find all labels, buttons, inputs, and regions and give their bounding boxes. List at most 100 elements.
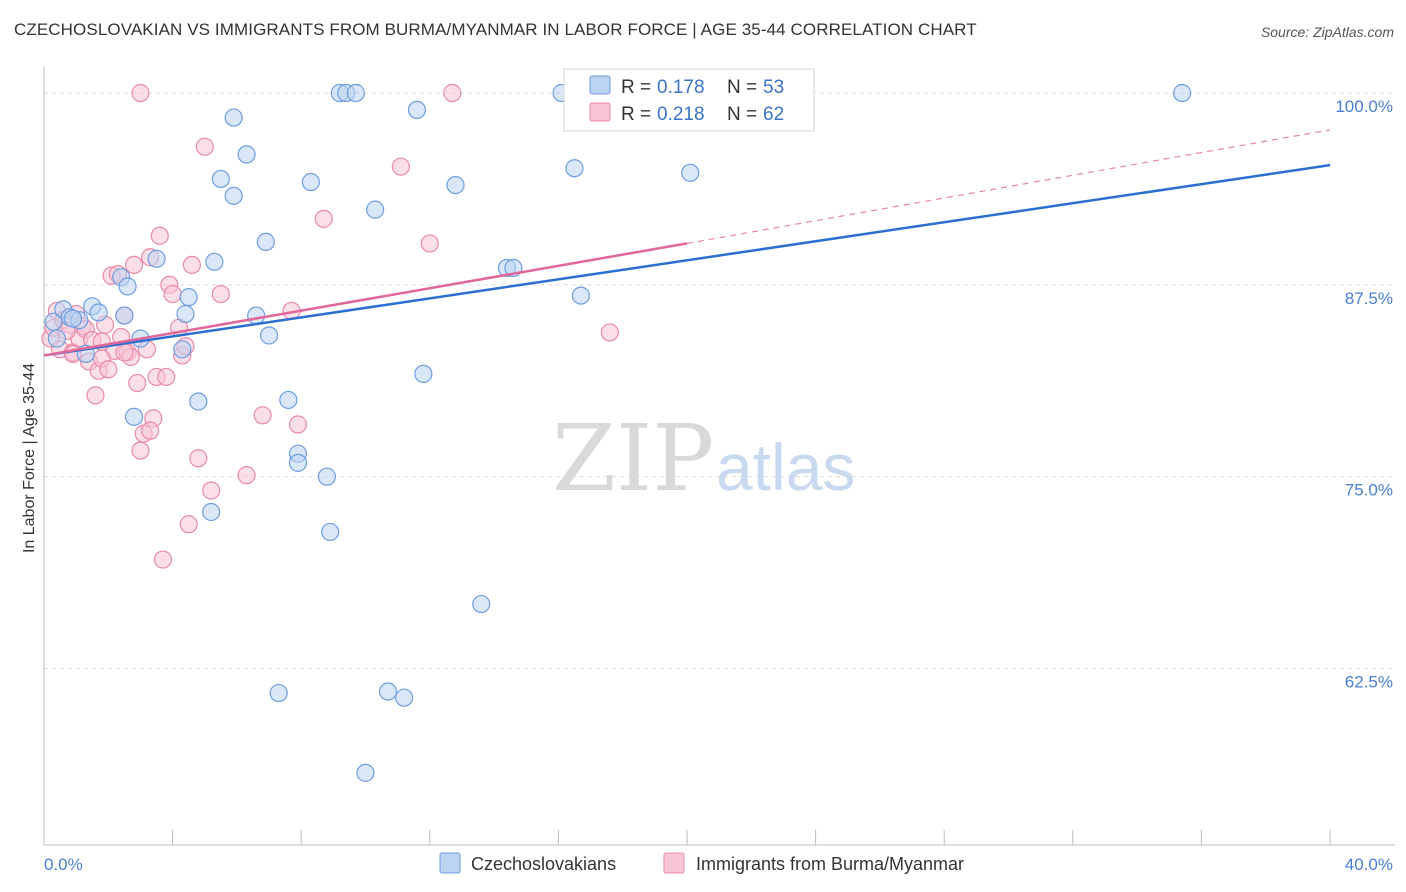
x-tick-labels: 0.0% 40.0%	[44, 855, 1393, 874]
bottom-legend-swatch-immigrants-burma	[663, 852, 685, 874]
legend-r-label-2: R =	[621, 104, 656, 125]
data-point	[414, 364, 433, 383]
data-point	[150, 226, 169, 245]
legend-r-value-1: 0.178	[657, 77, 705, 98]
data-point	[124, 255, 144, 275]
data-point	[211, 284, 230, 304]
watermark: ZIP atlas	[552, 405, 855, 512]
data-point	[256, 232, 275, 251]
legend-n-value-2: 62	[763, 104, 784, 125]
data-point	[446, 175, 465, 195]
legend-r-value-2: 0.218	[657, 104, 705, 125]
data-point	[378, 682, 398, 701]
data-point	[288, 415, 308, 434]
data-point	[195, 137, 214, 156]
x-tick-label: 0.0%	[44, 855, 83, 874]
data-point	[202, 502, 221, 522]
trend-lines	[43, 129, 1331, 357]
data-point	[179, 515, 198, 534]
grid-lines	[44, 92, 1395, 670]
legend-r-label-1: R =	[621, 77, 656, 98]
y-tick-labels: 62.5% 75.0% 87.5% 100.0%	[1335, 97, 1393, 691]
trend-line-immigrants-burma-extension	[686, 129, 1331, 245]
x-tick-label: 40.0%	[1345, 855, 1393, 874]
data-point	[63, 309, 83, 328]
data-point	[301, 172, 320, 192]
data-point	[131, 83, 150, 103]
legend-swatch-czechoslovakians	[589, 75, 611, 95]
data-point	[202, 481, 221, 500]
legend-n-label-2: N =	[727, 104, 762, 125]
data-point	[128, 373, 147, 393]
data-point	[356, 763, 375, 782]
y-tick-label: 75.0%	[1345, 481, 1393, 500]
y-tick-label: 87.5%	[1345, 289, 1393, 308]
data-point	[163, 284, 182, 304]
trend-line-immigrants-burma	[43, 242, 688, 357]
data-point	[317, 467, 337, 486]
data-point	[314, 209, 333, 228]
chart-title: CZECHOSLOVAKIAN VS IMMIGRANTS FROM BURMA…	[14, 20, 977, 39]
data-point	[394, 688, 414, 707]
data-point	[237, 466, 256, 485]
data-point	[173, 340, 192, 359]
data-point	[288, 453, 308, 472]
data-point	[157, 367, 176, 387]
y-tick-label: 100.0%	[1335, 97, 1393, 116]
data-point	[346, 83, 365, 103]
data-point	[407, 100, 427, 120]
legend-swatch-immigrants-burma	[589, 102, 611, 122]
y-axis-title: In Labor Force | Age 35-44	[21, 363, 38, 553]
watermark-atlas: atlas	[716, 430, 855, 504]
legend-n-value-1: 53	[763, 77, 784, 98]
data-point	[118, 277, 137, 296]
data-point	[279, 390, 298, 410]
data-point	[86, 386, 105, 405]
data-point	[443, 83, 462, 103]
bottom-legend-label-czechoslovakians: Czechoslovakians	[471, 854, 616, 874]
data-point	[115, 343, 134, 362]
data-point	[115, 306, 134, 325]
data-point	[391, 157, 410, 176]
data-point	[247, 306, 266, 325]
data-point	[237, 145, 256, 164]
data-point	[1173, 83, 1192, 103]
data-point	[472, 594, 491, 614]
data-point	[147, 249, 166, 268]
data-point	[366, 200, 385, 219]
series-czechoslovakians-points	[44, 83, 1192, 782]
chart-source: Source: ZipAtlas.com	[1260, 24, 1394, 40]
data-point	[189, 392, 208, 411]
data-point	[224, 108, 243, 127]
bottom-legend-label-immigrants-burma: Immigrants from Burma/Myanmar	[696, 854, 964, 874]
legend-bottom: Czechoslovakians Immigrants from Burma/M…	[439, 852, 964, 874]
data-point	[124, 407, 144, 426]
legend-n-label-1: N =	[727, 77, 762, 98]
data-point	[89, 303, 108, 322]
data-point	[269, 683, 288, 703]
data-point	[189, 449, 208, 468]
data-point	[131, 441, 150, 460]
watermark-zip: ZIP	[552, 405, 714, 512]
data-point	[571, 286, 591, 305]
data-point	[176, 304, 195, 324]
trend-line-czechoslovakians	[43, 163, 1331, 357]
data-point	[179, 288, 198, 307]
legend-top: R = 0.178 N = 53 R = 0.218 N = 62	[563, 68, 815, 132]
data-point	[205, 252, 224, 271]
data-point	[600, 323, 619, 342]
data-point	[321, 522, 340, 542]
data-point	[253, 406, 272, 425]
series-immigrants-burma-points	[41, 83, 619, 569]
data-point	[153, 550, 173, 569]
data-point	[47, 329, 66, 348]
axes	[43, 66, 1395, 846]
y-tick-label: 62.5%	[1345, 673, 1393, 692]
data-point	[565, 159, 584, 178]
bottom-legend-swatch-czechoslovakians	[439, 852, 461, 874]
data-point	[99, 360, 118, 379]
data-point	[182, 255, 201, 275]
data-point	[681, 163, 700, 182]
data-point	[420, 234, 439, 253]
